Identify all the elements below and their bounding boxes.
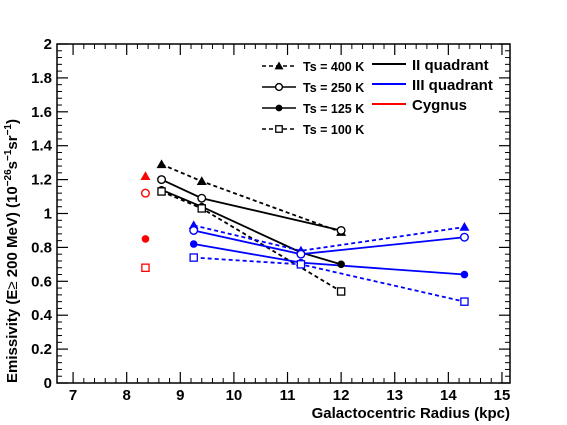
x-tick-label: 8 [123, 387, 131, 404]
y-tick-label: 0.6 [31, 273, 52, 290]
y-axis-title-close: ) [4, 119, 21, 124]
legend-label: Ts = 125 K [303, 102, 364, 116]
data-point-ii-quadrant-100-k [197, 204, 206, 213]
y-tick-label: 1.2 [31, 172, 52, 189]
y-axis-title: Emissivity (E≥ 200 MeV) (10−26s−1sr−1) [3, 119, 21, 383]
x-tick-label: 7 [69, 387, 77, 404]
data-point-ii-quadrant-125-k [337, 260, 345, 269]
data-point-iii-quadrant-100-k [296, 260, 306, 269]
data-point-cygnus-125-k [141, 235, 150, 243]
data-point-iii-quadrant-125-k [460, 270, 469, 279]
legend-region-label: II quadrant [412, 57, 489, 74]
y-tick-label: 0.4 [31, 307, 53, 324]
data-point-iii-quadrant-400-k [459, 222, 470, 231]
data-point-ii-quadrant-250-k [336, 225, 346, 235]
legend-label: Ts = 400 K [303, 60, 364, 74]
series-line-ii-quadrant-100-k [161, 190, 342, 293]
y-tick-labels: 0 0.2 0.4 0.6 0.8 1 1.2 1.4 1.6 1.8 2 [31, 36, 53, 392]
data-point-iii-quadrant-125-k [189, 240, 198, 248]
data-point-cygnus-100-k [141, 263, 150, 272]
legend-regions: II quadrant III quadrant Cygnus [372, 57, 493, 114]
legend-marker [275, 104, 283, 112]
data-point-ii-quadrant-400-k [156, 159, 167, 169]
series-line-ii-quadrant-400-k [161, 163, 342, 233]
y-axis-title-geq: ≥ [4, 281, 21, 289]
y-axis-title-unit2: sr [4, 135, 21, 149]
x-tick-label: 12 [333, 387, 350, 404]
legend-marker [274, 82, 284, 92]
x-tick-label: 10 [226, 387, 243, 404]
legend-label: Ts = 250 K [303, 81, 364, 95]
x-tick-label: 15 [494, 387, 511, 404]
legend-marker [274, 61, 284, 70]
legend-label: Ts = 100 K [303, 123, 364, 137]
data-point-cygnus-400-k [140, 171, 151, 180]
series-layer [140, 159, 470, 306]
x-tick-label: 14 [440, 387, 457, 404]
y-axis-title-energy: 200 MeV) (10 [4, 186, 21, 281]
y-axis-title-exp1: −26 [3, 169, 14, 186]
data-point-ii-quadrant-400-k [196, 176, 207, 186]
x-tick-label: 11 [280, 387, 296, 404]
axis-ticks [57, 43, 510, 384]
y-tick-label: 0.8 [31, 239, 52, 256]
legend-markers: Ts = 400 K Ts = 250 K Ts = 125 K Ts = 100 K [262, 60, 364, 137]
data-point-iii-quadrant-250-k [296, 249, 306, 259]
y-tick-label: 0 [44, 375, 52, 392]
data-point-iii-quadrant-250-k [459, 232, 469, 242]
series-line-iii-quadrant-400-k [193, 224, 465, 252]
y-tick-label: 1.4 [31, 138, 53, 155]
y-tick-label: 0.2 [31, 341, 52, 358]
series-line-ii-quadrant-125-k [161, 188, 342, 266]
data-point-ii-quadrant-250-k [197, 193, 207, 203]
data-point-iii-quadrant-100-k [189, 253, 198, 262]
y-tick-label: 1.6 [31, 104, 52, 121]
legend-region-label: III quadrant [412, 77, 493, 94]
data-point-ii-quadrant-100-k [336, 287, 346, 296]
y-axis-title-unit1: s [4, 161, 21, 169]
y-axis-title-exp2: −1 [3, 149, 14, 161]
x-tick-labels: 7 8 9 10 11 12 13 14 15 [69, 387, 510, 404]
y-axis-title-main: Emissivity (E [4, 290, 21, 383]
y-axis-title-exp3: −1 [3, 124, 14, 136]
data-point-iii-quadrant-250-k [189, 225, 199, 235]
x-axis-title: Galactocentric Radius (kpc) [312, 405, 510, 422]
data-point-iii-quadrant-100-k [460, 297, 469, 306]
legend-marker [275, 125, 283, 133]
y-tick-label: 2 [44, 36, 52, 53]
y-tick-label: 1.8 [31, 70, 52, 87]
legend-region-label: Cygnus [412, 97, 467, 114]
x-tick-label: 9 [176, 387, 184, 404]
data-point-ii-quadrant-100-k [157, 187, 166, 196]
y-tick-label: 1 [44, 206, 52, 223]
data-point-ii-quadrant-250-k [157, 175, 167, 185]
data-point-cygnus-250-k [140, 188, 150, 198]
x-tick-label: 13 [386, 387, 403, 404]
plot-frame [56, 43, 511, 384]
